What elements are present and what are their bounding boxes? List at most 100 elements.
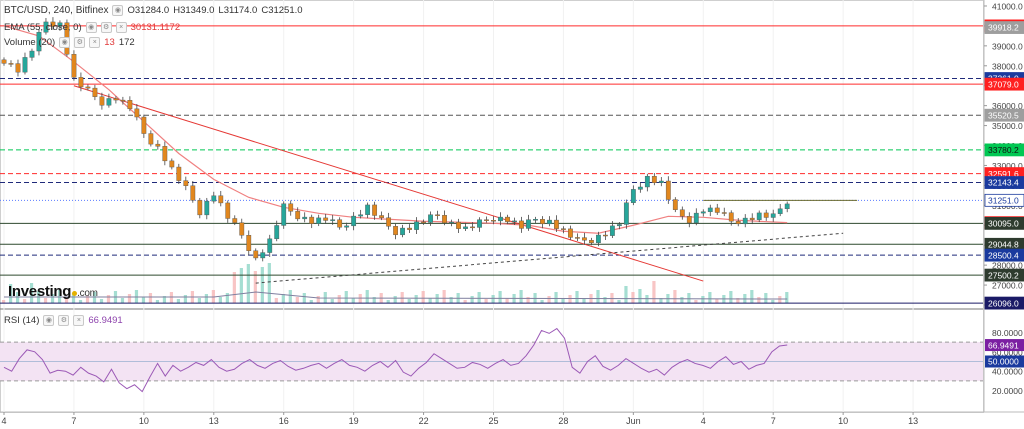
- candle-body: [616, 224, 622, 227]
- candle-body: [505, 216, 510, 222]
- rsi-label: RSI (14): [4, 315, 40, 326]
- rsi-close-icon[interactable]: ×: [73, 315, 85, 326]
- ohlc-low: L31174.0: [218, 5, 258, 16]
- rsi-legend: RSI (14) ◉ ⚙ × 66.9491: [4, 315, 123, 326]
- volume-settings-icon[interactable]: ⚙: [74, 37, 86, 48]
- candle-body: [246, 235, 252, 251]
- time-tick-label: 13: [209, 416, 219, 426]
- candle-body: [316, 217, 322, 224]
- price-label-text: 33780.2: [988, 145, 1019, 155]
- volume-bar: [274, 298, 278, 303]
- volume-bar: [526, 297, 530, 303]
- volume-ma-line: [4, 291, 788, 300]
- volume-bar: [127, 294, 132, 303]
- candle-body: [449, 221, 454, 224]
- candle-body: [393, 226, 398, 236]
- volume-bar: [582, 298, 586, 303]
- volume-bar: [729, 291, 733, 303]
- volume-bar: [337, 295, 341, 303]
- candle-body: [575, 237, 580, 239]
- candle-body: [267, 238, 273, 253]
- price-label-text: 39918.2: [988, 23, 1019, 33]
- volume-bars: [2, 263, 789, 303]
- candle-body: [134, 108, 140, 118]
- candle-body: [714, 207, 720, 213]
- candle-body: [71, 54, 77, 78]
- volume-close-icon[interactable]: ×: [89, 37, 101, 48]
- price-label-box: [984, 193, 1024, 207]
- volume-bar: [701, 296, 705, 303]
- candle-body: [309, 216, 315, 224]
- volume-bar: [316, 296, 320, 303]
- candle-body: [302, 216, 308, 220]
- candle-body: [700, 211, 706, 214]
- volume-bar: [785, 292, 789, 303]
- legend-eye-icon[interactable]: ◉: [112, 5, 124, 16]
- candle-body: [379, 215, 385, 218]
- price-label-text: 28500.4: [988, 250, 1019, 260]
- time-tick-label: Jun: [626, 416, 641, 426]
- volume-bar: [631, 292, 635, 303]
- candle-body: [463, 226, 468, 229]
- trendline: [255, 232, 844, 284]
- candle-body: [211, 195, 217, 202]
- price-label-box: [984, 143, 1024, 157]
- candle-body: [644, 176, 650, 188]
- price-label-box: [984, 268, 1024, 282]
- candle-body: [372, 204, 378, 216]
- volume-eye-icon[interactable]: ◉: [59, 37, 71, 48]
- candle-body: [323, 217, 329, 221]
- volume-legend: Volume (20) ◉ ⚙ × 13 172: [4, 37, 135, 48]
- candle-body: [155, 143, 161, 147]
- candle-body: [672, 199, 678, 210]
- volume-bar: [155, 300, 160, 303]
- candle-body: [50, 21, 56, 27]
- candle-body: [623, 202, 629, 225]
- time-tick-label: 4: [701, 416, 706, 426]
- candle-body: [148, 133, 154, 145]
- rsi-value: 66.9491: [88, 315, 123, 326]
- volume-bar: [771, 300, 775, 303]
- candle-body: [400, 227, 405, 236]
- ema-settings-icon[interactable]: ⚙: [100, 22, 112, 33]
- candle-body: [253, 250, 259, 259]
- volume-bar: [610, 293, 614, 303]
- candle-body: [414, 221, 419, 230]
- candle-body: [365, 204, 371, 215]
- volume-bar: [225, 293, 229, 303]
- volume-bar: [176, 299, 181, 303]
- time-tick-label: 7: [771, 416, 776, 426]
- candle-body: [526, 219, 531, 229]
- candle-body: [43, 21, 49, 33]
- ema-close-icon[interactable]: ×: [115, 22, 127, 33]
- volume-bar: [71, 293, 76, 303]
- candle-body: [190, 185, 196, 201]
- candle-body: [707, 207, 713, 212]
- candle-body: [742, 217, 748, 225]
- logo-dot-icon: [72, 291, 78, 296]
- candle-body: [295, 211, 301, 220]
- volume-bar: [442, 290, 446, 303]
- price-label-box: [984, 176, 1024, 189]
- rsi-eye-icon[interactable]: ◉: [43, 315, 55, 326]
- volume-bar: [414, 295, 418, 303]
- candle-body: [351, 215, 357, 227]
- candle-body: [78, 77, 84, 88]
- candle-body: [92, 87, 98, 97]
- ema-eye-icon[interactable]: ◉: [85, 22, 97, 33]
- candle-body: [113, 98, 119, 101]
- rsi-tick-label: 40.0000: [992, 367, 1023, 377]
- candle-body: [637, 186, 643, 190]
- volume-bar: [64, 297, 69, 303]
- volume-bar: [673, 290, 677, 303]
- volume-bar: [393, 296, 397, 303]
- candle-body: [36, 32, 42, 52]
- volume-bar: [344, 291, 348, 303]
- price-label-text: 26096.0: [988, 298, 1019, 308]
- rsi-settings-icon[interactable]: ⚙: [58, 315, 70, 326]
- time-tick-label: 13: [908, 416, 918, 426]
- volume-bar: [596, 290, 600, 303]
- volume-bar: [99, 299, 104, 303]
- volume-bar: [428, 298, 432, 303]
